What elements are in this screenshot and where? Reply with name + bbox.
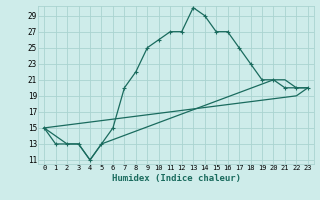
X-axis label: Humidex (Indice chaleur): Humidex (Indice chaleur) [111, 174, 241, 183]
